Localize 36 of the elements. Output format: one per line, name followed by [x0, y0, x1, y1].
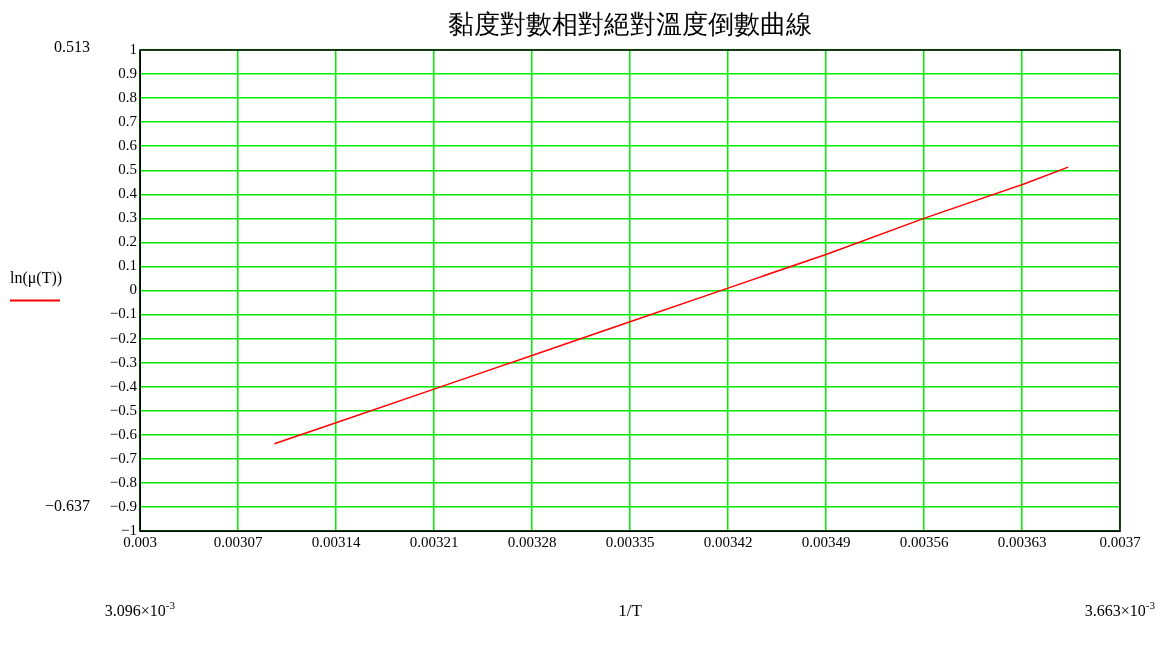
x-tick-label: 0.00314: [311, 533, 361, 550]
y-tick-label: 0.3: [118, 209, 137, 226]
y-tick-label: −0.5: [109, 401, 137, 418]
x-tick-label: 0.00307: [213, 533, 263, 550]
x-tick-label: 0.0037: [1099, 533, 1142, 550]
y-tick-label: −0.4: [109, 377, 138, 394]
x-tick-label: 0.00342: [703, 533, 753, 550]
y-tick-label: −0.9: [109, 497, 137, 514]
x-tick-label: 0.00349: [801, 533, 851, 550]
y-tick-label: −1: [121, 521, 137, 538]
y-tick-label: 1: [129, 40, 137, 57]
y-tick-label: 0.1: [118, 257, 137, 274]
y-tick-label: −0.8: [109, 473, 137, 490]
text: ln(μ(T)): [10, 268, 63, 287]
y-tick-label: 0.8: [118, 89, 137, 106]
text: 0.513: [54, 38, 90, 56]
x-tick-label: 0.00321: [409, 533, 459, 550]
y-tick-label: −0.7: [109, 449, 138, 466]
y-tick-label: −0.6: [109, 425, 138, 442]
x-tick-label: 0.00363: [997, 533, 1047, 550]
y-tick-label: −0.3: [109, 353, 137, 370]
y-tick-label: 0: [129, 281, 137, 298]
x-tick-label: 0.00335: [605, 533, 655, 550]
y-tick-label: 0.7: [118, 113, 138, 130]
y-tick-label: −0.2: [109, 329, 137, 346]
y-tick-label: 0.5: [118, 161, 137, 178]
chart-title: 黏度對數相對絕對溫度倒數曲線: [448, 8, 812, 39]
y-tick-label: 0.4: [118, 185, 138, 202]
y-tick-label: 0.6: [118, 137, 138, 154]
y-tick-label: −0.1: [109, 305, 137, 322]
x-axis-title: 1/T: [618, 601, 643, 621]
y-tick-label: 0.9: [118, 64, 137, 81]
x-tick-label: 0.00328: [507, 533, 557, 550]
x-tick-label: 0.00356: [899, 533, 949, 550]
text: −0.637: [44, 497, 91, 515]
y-tick-label: 0.2: [118, 233, 137, 250]
